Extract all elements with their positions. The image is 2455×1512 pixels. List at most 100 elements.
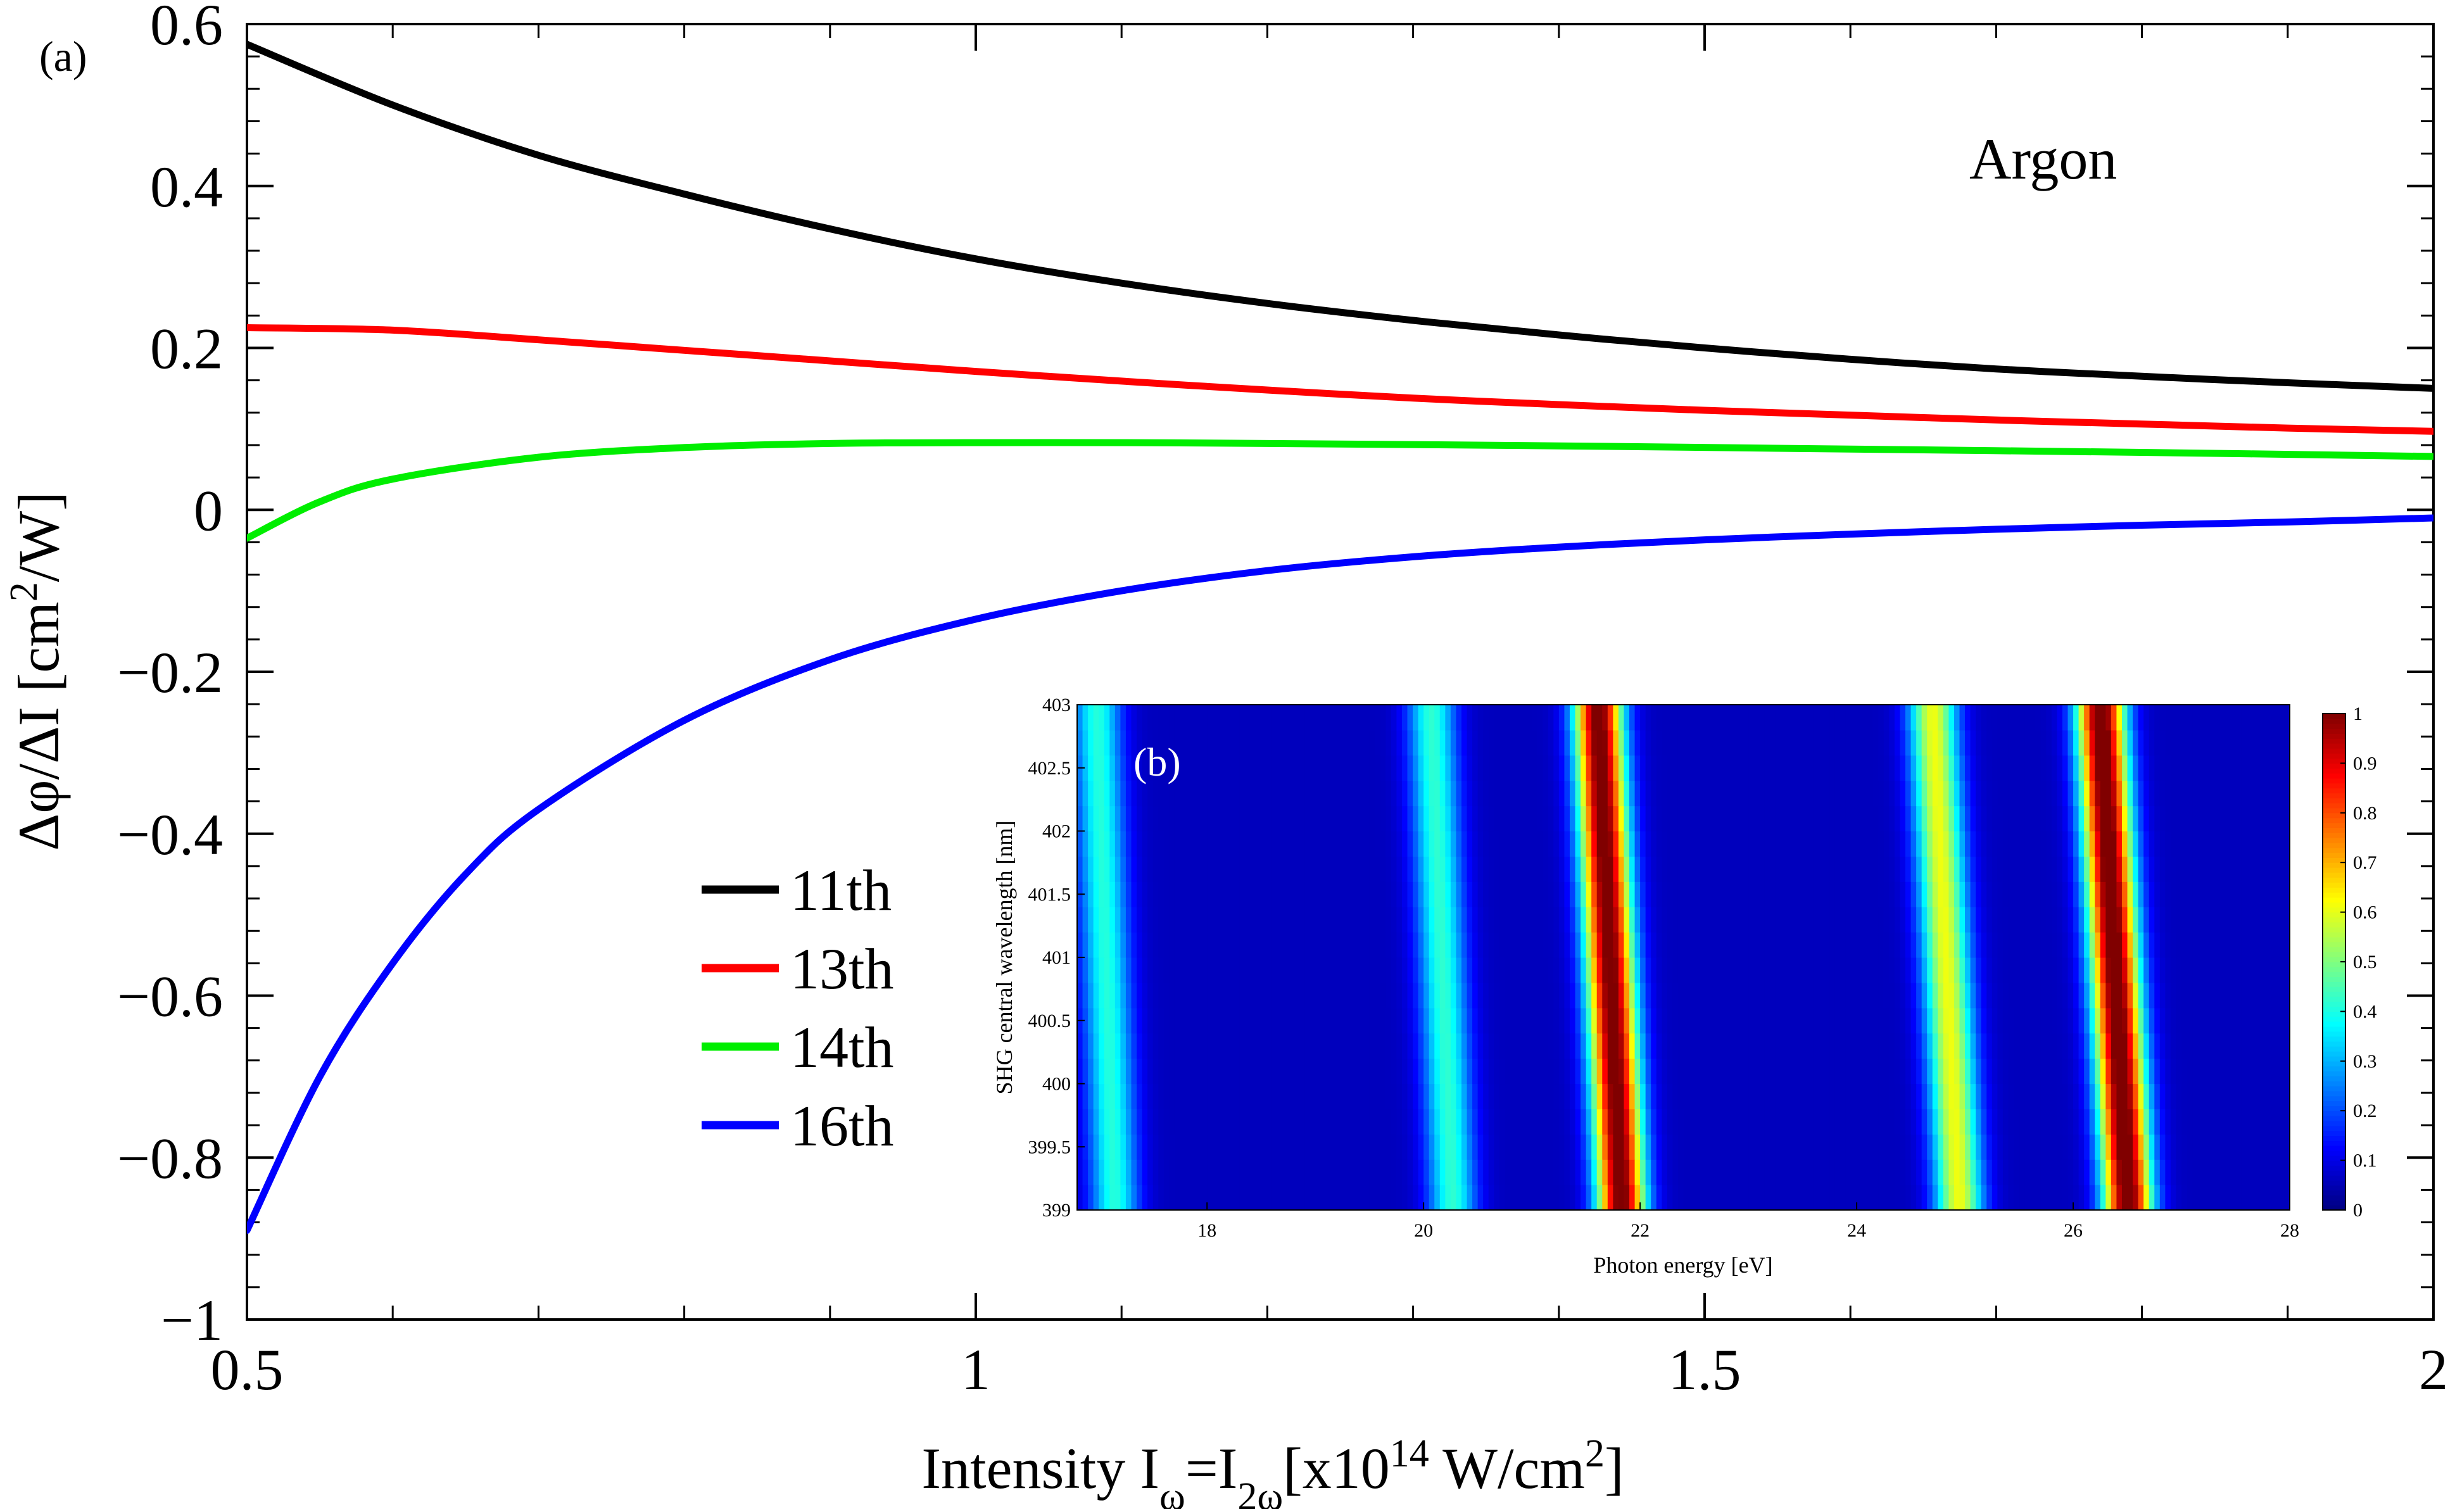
heatmap-cell	[1353, 1058, 1360, 1085]
heatmap-cell	[1840, 1058, 1846, 1085]
heatmap-cell	[1088, 982, 1094, 1009]
heatmap-cell	[1358, 831, 1365, 857]
heatmap-cell	[2078, 1109, 2085, 1135]
heatmap-cell	[1125, 780, 1132, 807]
heatmap-cell	[1088, 907, 1094, 933]
heatmap-cell	[1212, 1134, 1218, 1160]
heatmap-cell	[1845, 1033, 1852, 1059]
heatmap-cell	[2284, 881, 2290, 907]
heatmap-cell	[2165, 1159, 2171, 1185]
heatmap-cell	[1607, 1185, 1613, 1211]
heatmap-cell	[2024, 1083, 2031, 1109]
heatmap-cell	[2225, 1185, 2231, 1211]
heatmap-cell	[1477, 856, 1484, 882]
heatmap-cell	[1943, 729, 1950, 756]
heatmap-cell	[2284, 729, 2290, 756]
heatmap-cell	[1753, 755, 1760, 781]
heatmap-cell	[2143, 1007, 2150, 1034]
heatmap-cell	[1310, 907, 1316, 933]
heatmap-cell	[2116, 780, 2123, 807]
heatmap-cell	[1207, 1058, 1213, 1085]
heatmap-cell	[1705, 780, 1711, 807]
heatmap-cell	[1077, 1159, 1083, 1185]
heatmap-cell	[1883, 1109, 1890, 1135]
heatmap-cell	[1445, 881, 1451, 907]
heatmap-cell	[1558, 1058, 1565, 1085]
heatmap-cell	[2176, 780, 2182, 807]
heatmap-cell	[1667, 831, 1673, 857]
heatmap-cell	[1943, 957, 1950, 983]
heatmap-cell	[2257, 831, 2263, 857]
heatmap-cell	[1656, 1033, 1662, 1059]
heatmap-cell	[1190, 1083, 1197, 1109]
heatmap-cell	[1261, 957, 1267, 983]
heatmap-cell	[2067, 932, 2074, 958]
colorbar-segment	[2323, 838, 2345, 843]
heatmap-cell	[1970, 780, 1976, 807]
heatmap-cell	[1152, 1185, 1159, 1211]
heatmap-cell	[2203, 932, 2209, 958]
heatmap-cell	[2138, 1185, 2144, 1211]
heatmap-cell	[1218, 881, 1224, 907]
heatmap-cell	[1764, 1159, 1770, 1185]
heatmap-cell	[1250, 932, 1256, 958]
heatmap-cell	[2187, 1083, 2193, 1109]
heatmap-cell	[1715, 881, 1722, 907]
heatmap-cell	[1152, 907, 1159, 933]
inset-x-tick-label: 26	[2064, 1220, 2083, 1241]
heatmap-cell	[1894, 1007, 1901, 1034]
heatmap-cell	[1694, 881, 1700, 907]
heatmap-cell	[1705, 881, 1711, 907]
heatmap-cell	[1991, 831, 1998, 857]
heatmap-cell	[1677, 856, 1684, 882]
heatmap-cell	[2127, 1109, 2133, 1135]
heatmap-cell	[1472, 705, 1479, 731]
heatmap-cell	[1407, 856, 1413, 882]
heatmap-cell	[1326, 1083, 1332, 1109]
heatmap-cell	[1586, 1109, 1592, 1135]
heatmap-cell	[1439, 982, 1446, 1009]
heatmap-cell	[1207, 982, 1213, 1009]
heatmap-cell	[1629, 705, 1636, 731]
heatmap-cell	[1385, 831, 1392, 857]
heatmap-cell	[2084, 1033, 2090, 1059]
heatmap-cell	[1201, 1033, 1208, 1059]
heatmap-cell	[2014, 957, 2020, 983]
heatmap-cell	[1385, 1185, 1392, 1211]
heatmap-cell	[1786, 755, 1793, 781]
heatmap-cell	[2208, 1007, 2214, 1034]
heatmap-cell	[1439, 729, 1446, 756]
inset-heatmap-chart: 18 20 22 24 26 28 399399.5400400.5401401.5402…	[992, 695, 2377, 1285]
heatmap-cell	[1337, 705, 1343, 731]
heatmap-cell	[1743, 805, 1749, 832]
heatmap-cell	[2024, 1058, 2031, 1085]
heatmap-cell	[1407, 1109, 1413, 1135]
heatmap-cell	[2078, 1058, 2085, 1085]
heatmap-cell	[2008, 932, 2014, 958]
heatmap-cell	[1082, 907, 1089, 933]
heatmap-cell	[1180, 982, 1186, 1009]
heatmap-cell	[2121, 982, 2128, 1009]
heatmap-cell	[2057, 1134, 2063, 1160]
heatmap-cell	[1829, 982, 1836, 1009]
heatmap-cell	[1326, 957, 1332, 983]
heatmap-cell	[1093, 805, 1099, 832]
heatmap-cell	[1764, 1134, 1770, 1160]
heatmap-cell	[1337, 780, 1343, 807]
heatmap-cell	[2100, 805, 2106, 832]
heatmap-cell	[1488, 705, 1494, 731]
heatmap-cell	[1326, 805, 1332, 832]
heatmap-cell	[1862, 729, 1868, 756]
heatmap-cell	[1927, 805, 1933, 832]
colorbar-segment	[2323, 1185, 2345, 1191]
heatmap-cell	[2225, 1134, 2231, 1160]
colorbar-segment	[2323, 912, 2345, 918]
heatmap-cell	[2111, 1109, 2117, 1135]
heatmap-cell	[2263, 856, 2269, 882]
heatmap-cell	[1851, 1159, 1857, 1185]
heatmap-cell	[2127, 805, 2133, 832]
heatmap-cell	[1515, 805, 1522, 832]
heatmap-cell	[1753, 1007, 1760, 1034]
heatmap-cell	[2040, 1058, 2047, 1085]
heatmap-cell	[1602, 831, 1608, 857]
